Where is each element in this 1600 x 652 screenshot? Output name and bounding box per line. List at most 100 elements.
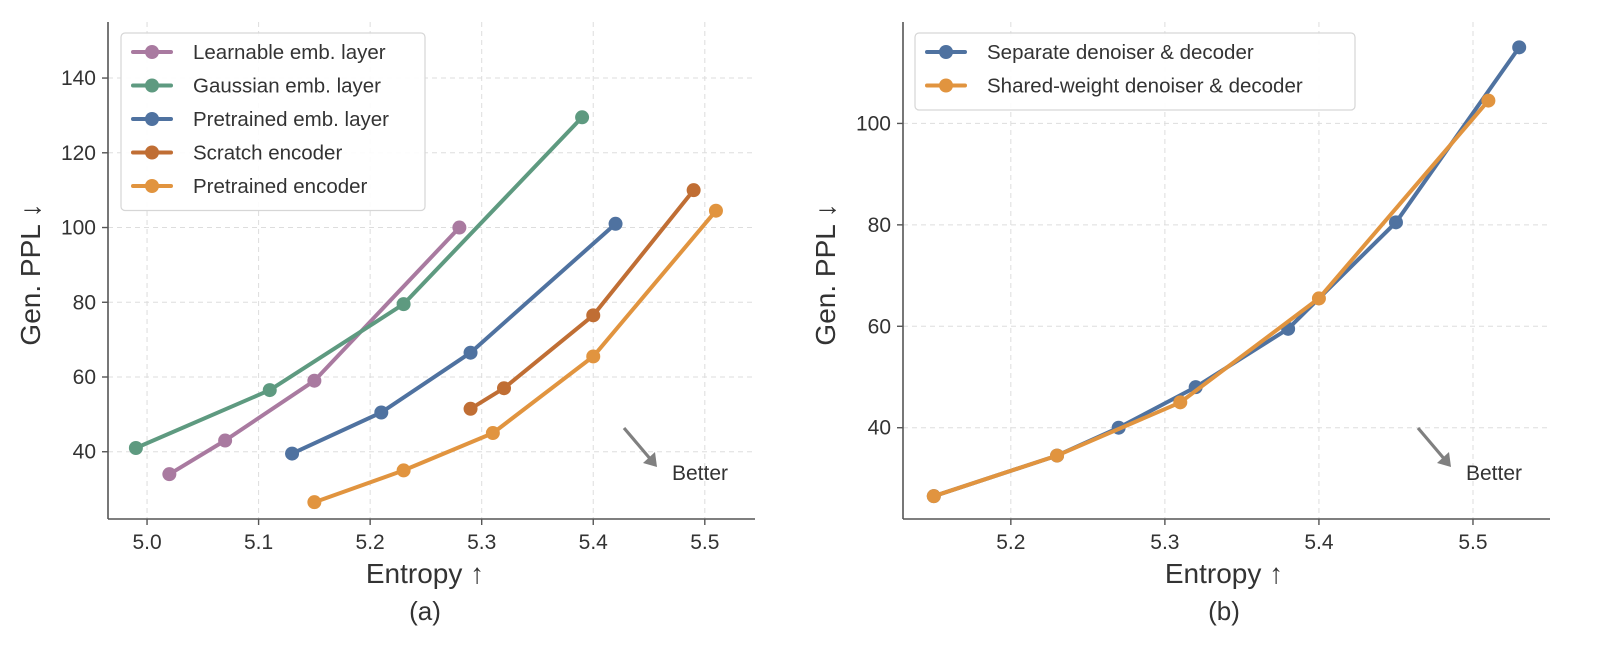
x-tick-label: 5.0 bbox=[132, 531, 161, 554]
x-tick-label: 5.3 bbox=[1150, 531, 1179, 554]
x-tick-label: 5.5 bbox=[1458, 531, 1487, 554]
better-arrow-shaft bbox=[1416, 426, 1448, 463]
legend-label: Separate denoiser & decoder bbox=[987, 41, 1254, 64]
x-tick-label: 5.4 bbox=[1304, 531, 1334, 554]
data-point bbox=[396, 463, 411, 478]
legend-item: Gaussian emb. layer bbox=[131, 75, 381, 98]
legend-swatch-marker bbox=[145, 112, 159, 126]
panel-label: (a) bbox=[409, 596, 441, 626]
data-point bbox=[307, 373, 322, 388]
x-axis-label: Entropy ↑ bbox=[366, 558, 484, 589]
data-point bbox=[285, 446, 300, 461]
data-point bbox=[1388, 215, 1403, 230]
legend-swatch-marker bbox=[145, 145, 159, 160]
data-point bbox=[926, 489, 941, 504]
series-line bbox=[290, 221, 618, 456]
better-annotation: Better bbox=[622, 426, 728, 485]
legend-label: Gaussian emb. layer bbox=[193, 75, 381, 98]
data-point bbox=[1173, 395, 1188, 410]
x-tick-label: 5.4 bbox=[579, 531, 609, 554]
data-point bbox=[586, 349, 601, 364]
data-point bbox=[608, 216, 623, 231]
series-line bbox=[468, 188, 696, 411]
series-line bbox=[133, 115, 585, 450]
data-point bbox=[586, 308, 601, 323]
legend-swatch-marker bbox=[145, 78, 159, 93]
y-tick-label: 80 bbox=[73, 291, 96, 314]
y-tick-label: 60 bbox=[868, 315, 891, 338]
series-5 bbox=[307, 203, 723, 510]
legend-label: Pretrained encoder bbox=[193, 175, 368, 198]
legend-swatch-marker bbox=[145, 45, 159, 59]
legend-item: Scratch encoder bbox=[131, 142, 342, 165]
series-line bbox=[931, 45, 1522, 499]
data-point bbox=[307, 495, 322, 510]
data-point bbox=[686, 183, 701, 198]
data-point bbox=[497, 381, 512, 396]
better-arrow-head bbox=[643, 452, 657, 467]
y-axis-label: Gen. PPL ↓ bbox=[810, 203, 841, 345]
data-point bbox=[374, 405, 389, 420]
y-tick-label: 40 bbox=[73, 441, 96, 464]
x-tick-label: 5.1 bbox=[244, 531, 273, 554]
y-tick-label: 80 bbox=[868, 214, 891, 237]
legend-item: Pretrained emb. layer bbox=[131, 108, 389, 131]
better-arrow-shaft bbox=[622, 426, 654, 463]
data-point bbox=[1050, 448, 1065, 463]
y-tick-label: 120 bbox=[61, 142, 96, 165]
series-1 bbox=[162, 220, 467, 482]
y-tick-label: 40 bbox=[868, 417, 891, 440]
y-tick-label: 60 bbox=[73, 366, 96, 389]
better-label: Better bbox=[672, 462, 728, 485]
legend-swatch-marker bbox=[939, 45, 953, 59]
data-point bbox=[452, 220, 467, 235]
legend-item: Learnable emb. layer bbox=[131, 41, 386, 64]
x-axis-label: Entropy ↑ bbox=[1165, 558, 1283, 589]
legend-label: Learnable emb. layer bbox=[193, 41, 386, 64]
legend: Separate denoiser & decoder Shared-weight… bbox=[914, 32, 1356, 111]
data-point bbox=[128, 441, 143, 455]
y-tick-label: 100 bbox=[856, 112, 891, 135]
y-axis-label: Gen. PPL ↓ bbox=[15, 203, 46, 345]
legend-box bbox=[120, 32, 426, 212]
data-point bbox=[162, 467, 177, 482]
legend: Learnable emb. layer Gaussian emb. layer P… bbox=[120, 32, 426, 212]
y-tick-label: 140 bbox=[61, 67, 96, 90]
legend-label: Pretrained emb. layer bbox=[193, 108, 389, 131]
data-point bbox=[396, 297, 411, 312]
better-arrow-head bbox=[1437, 452, 1451, 467]
x-tick-label: 5.2 bbox=[356, 531, 385, 554]
data-point bbox=[262, 383, 277, 398]
legend-label: Scratch encoder bbox=[193, 142, 342, 165]
x-tick-label: 5.2 bbox=[996, 531, 1025, 554]
data-point bbox=[1311, 291, 1326, 306]
series-4 bbox=[463, 183, 701, 416]
data-point bbox=[575, 110, 590, 125]
panel-label: (b) bbox=[1208, 596, 1240, 626]
data-point bbox=[1481, 93, 1496, 108]
series-3 bbox=[285, 216, 623, 461]
panel-b: 5.2 5.3 5.4 5.5 40 60 80 100 Entropy ↑ Gen. PPL ↓… bbox=[810, 22, 1550, 626]
data-point bbox=[708, 203, 723, 218]
legend-box bbox=[914, 32, 1356, 111]
better-annotation: Better bbox=[1416, 426, 1522, 485]
series-line bbox=[167, 225, 462, 477]
data-point bbox=[218, 433, 233, 448]
series-2 bbox=[926, 93, 1496, 504]
x-tick-label: 5.3 bbox=[467, 531, 496, 554]
x-tick-label: 5.5 bbox=[690, 531, 719, 554]
legend-label: Shared-weight denoiser & decoder bbox=[987, 75, 1303, 98]
legend-item: Separate denoiser & decoder bbox=[925, 41, 1254, 64]
y-tick-label: 100 bbox=[61, 217, 96, 240]
legend-item: Pretrained encoder bbox=[131, 175, 368, 198]
legend-swatch-marker bbox=[145, 179, 159, 193]
better-label: Better bbox=[1466, 462, 1522, 485]
legend-swatch-marker bbox=[939, 78, 953, 93]
data-point bbox=[463, 345, 478, 360]
series-2 bbox=[128, 110, 590, 455]
data-point bbox=[463, 401, 478, 416]
data-point bbox=[485, 426, 500, 441]
series-line bbox=[931, 98, 1491, 499]
data-point bbox=[1512, 40, 1527, 55]
